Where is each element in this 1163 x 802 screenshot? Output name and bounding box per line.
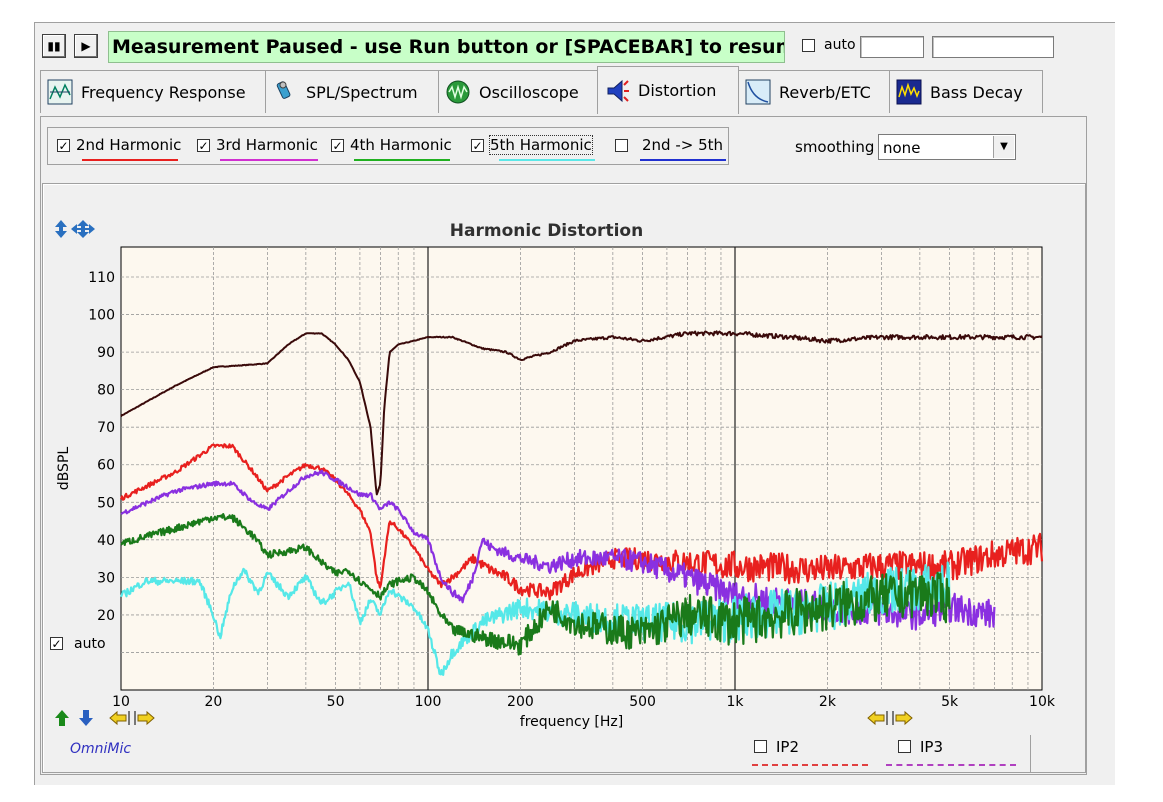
bass-decay-icon [896, 79, 922, 105]
x-nav-icons [867, 710, 913, 726]
ip-box [730, 735, 1031, 773]
harmonic-2nd-swatch [82, 159, 178, 161]
spl-meter-icon [272, 79, 298, 105]
arrow-down-icon[interactable] [79, 710, 93, 726]
oscilloscope-icon [445, 79, 471, 105]
zoom-icons [55, 220, 95, 238]
chart-frame [42, 183, 1086, 773]
smoothing-select[interactable]: none ▼ [878, 134, 1016, 160]
brand-label: OmniMic [70, 741, 132, 757]
x-pan-left-icon[interactable] [867, 710, 888, 726]
harmonic-2nd-to-5th-toggle[interactable]: 2nd -> 5th [615, 136, 723, 154]
tab-frequency-response[interactable]: Frequency Response [40, 70, 266, 113]
harmonic-3rd-swatch [220, 159, 318, 161]
ip2-label: IP2 [776, 738, 800, 756]
checkbox[interactable]: ✓ [471, 139, 484, 153]
play-button[interactable]: ▶ [74, 34, 98, 58]
frequency-response-icon [47, 79, 73, 105]
checkbox[interactable]: ✓ [57, 139, 70, 153]
ip3-swatch [886, 764, 1016, 766]
auto-label: auto [824, 37, 856, 53]
y-nav-icons [55, 710, 155, 726]
harmonic-4th-swatch [354, 159, 450, 161]
distortion-icon [604, 78, 630, 104]
reverb-icon [745, 79, 771, 105]
tab-reverb-etc[interactable]: Reverb/ETC [738, 70, 890, 113]
ip3-checkbox[interactable] [898, 740, 911, 753]
smoothing-value: none [883, 139, 921, 157]
smoothing-label: smoothing [795, 138, 875, 156]
checkbox[interactable]: ✓ [197, 139, 210, 153]
harmonic-4th-toggle[interactable]: ✓ 4th Harmonic [331, 136, 452, 154]
x-pan-right-icon[interactable] [892, 710, 913, 726]
ip2-checkbox[interactable] [754, 740, 767, 753]
harmonic-2nd-toggle[interactable]: ✓ 2nd Harmonic [57, 136, 182, 154]
tab-label: Distortion [638, 81, 717, 100]
tab-label: Frequency Response [81, 82, 246, 102]
harmonic-5th-swatch [499, 159, 595, 161]
chart-auto-label: auto [74, 636, 106, 652]
tab-spl-spectrum[interactable]: SPL/Spectrum [265, 70, 439, 113]
arrow-up-icon[interactable] [55, 710, 69, 726]
harmonic-selector: ✓ 2nd Harmonic ✓ 3rd Harmonic ✓ 4th Harmoni… [47, 127, 729, 165]
auto-range-field[interactable] [932, 36, 1054, 58]
harmonic-3rd-toggle[interactable]: ✓ 3rd Harmonic [197, 136, 318, 154]
pan-right-icon[interactable] [134, 710, 155, 726]
tab-oscilloscope[interactable]: Oscilloscope [438, 70, 598, 113]
tab-bass-decay[interactable]: Bass Decay [889, 70, 1043, 113]
tab-label: SPL/Spectrum [306, 82, 418, 102]
tab-label: Bass Decay [930, 82, 1023, 102]
auto-value-field[interactable] [860, 36, 924, 58]
ip3-label: IP3 [920, 738, 944, 756]
zoom-all-icon[interactable] [71, 220, 95, 238]
tab-label: Oscilloscope [479, 82, 579, 102]
ip2-swatch [752, 764, 868, 766]
pause-button[interactable]: ▮▮ [42, 34, 66, 58]
tab-label: Reverb/ETC [779, 82, 871, 102]
harmonic-2nd-to-5th-swatch [640, 159, 726, 161]
harmonic-5th-toggle[interactable]: ✓ 5th Harmonic [471, 135, 593, 155]
status-message: Measurement Paused - use Run button or [… [108, 31, 785, 63]
auto-checkbox[interactable] [802, 39, 815, 52]
tab-distortion[interactable]: Distortion [597, 66, 739, 114]
checkbox[interactable]: ✓ [331, 139, 344, 153]
chart-auto-checkbox[interactable]: ✓ [50, 637, 63, 651]
zoom-fit-icon[interactable] [55, 220, 67, 238]
chevron-down-icon[interactable]: ▼ [993, 136, 1014, 158]
checkbox[interactable] [615, 139, 628, 152]
pan-left-icon[interactable] [109, 710, 130, 726]
